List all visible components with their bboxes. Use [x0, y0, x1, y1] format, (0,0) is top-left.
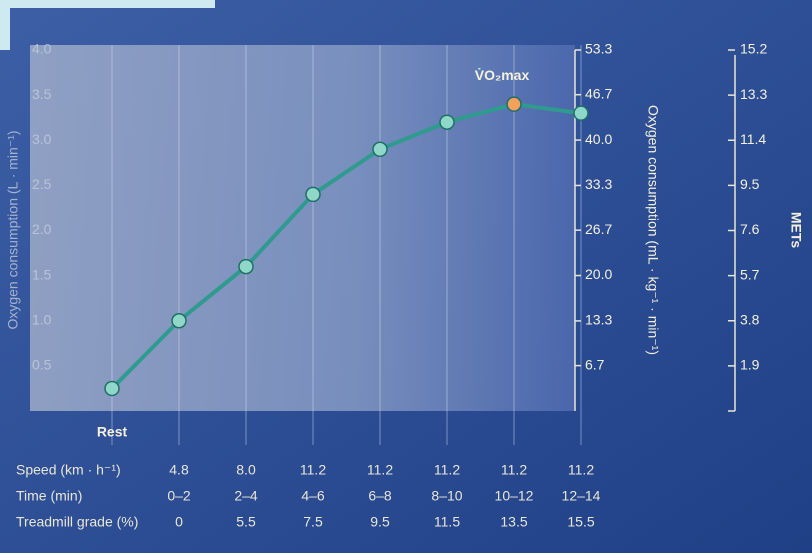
table-cell: 4–6 [301, 488, 325, 504]
table-cell: 7.5 [303, 514, 323, 530]
table-cell: 2–4 [234, 488, 258, 504]
y-tick-label: 2.0 [32, 221, 52, 237]
annotation: V̇O₂max [475, 67, 530, 83]
row-label: Speed (km · h⁻¹) [16, 462, 121, 478]
table-cell: 10–12 [495, 488, 534, 504]
y-tick-label: 1.5 [32, 266, 52, 282]
y2-tick-label: 13.3 [585, 312, 612, 328]
point [238, 258, 254, 275]
y-tick-label: 0.5 [32, 357, 52, 373]
y-tick-label: 1.0 [32, 311, 52, 327]
y-axis-title: Oxygen consumption (L · min⁻¹) [5, 130, 21, 329]
y2-tick-label: 26.7 [585, 221, 612, 237]
y3-tick-label: 15.2 [740, 41, 767, 57]
y3-tick-label: 1.9 [740, 357, 760, 373]
row-label: Treadmill grade (%) [16, 514, 138, 530]
table-cell: 4.8 [169, 462, 189, 478]
point [171, 313, 187, 329]
point [104, 380, 120, 397]
table-cell: 11.2 [568, 462, 594, 478]
table-cell: 11.2 [434, 462, 460, 478]
table-cell: 15.5 [567, 514, 594, 530]
peak-point [506, 96, 522, 112]
y2-tick-label: 46.7 [585, 85, 612, 101]
y2-tick-label: 40.0 [585, 131, 612, 147]
corner-strip [0, 0, 10, 50]
table-cell: 0 [175, 514, 183, 530]
y2-tick-label: 33.3 [585, 176, 612, 192]
y3-axis-title: METs [788, 212, 804, 249]
table-cell: 12–14 [562, 488, 601, 504]
y-tick-label: 3.0 [32, 131, 52, 147]
table-cell: 5.5 [236, 514, 256, 530]
point [305, 186, 321, 203]
table-cell: 11.2 [367, 462, 393, 478]
point [439, 114, 455, 130]
point [372, 141, 388, 158]
y3-tick-label: 11.4 [740, 131, 766, 147]
y2-tick-label: 53.3 [585, 41, 612, 57]
y3-tick-label: 9.5 [740, 176, 760, 192]
table-cell: 11.2 [501, 462, 527, 478]
line [110, 102, 582, 390]
y3-tick-label: 3.8 [740, 311, 760, 327]
y3-tick-label: 7.6 [740, 221, 760, 237]
table-cell: 6–8 [368, 488, 392, 504]
table-cell: 11.5 [434, 514, 460, 530]
y2-axis-title: Oxygen consumption (mL · kg⁻¹ · min⁻¹) [645, 105, 661, 355]
table-cell: 8–10 [431, 488, 462, 504]
table-cell: 0–2 [167, 488, 191, 504]
y-tick-label: 2.5 [32, 176, 52, 192]
corner-strip [0, 0, 215, 8]
table-cell: 8.0 [236, 462, 256, 478]
table-cell: 13.5 [500, 514, 527, 530]
x-tick-label: Rest [97, 424, 128, 440]
y2-tick-label: 20.0 [585, 266, 612, 282]
table-cell: 11.2 [300, 462, 326, 478]
row-label: Time (min) [16, 488, 82, 504]
point [573, 105, 589, 121]
y3-tick-label: 13.3 [740, 86, 767, 102]
y-tick-label: 3.5 [32, 86, 52, 102]
y2-tick-label: 6.7 [585, 356, 605, 372]
plot-area [30, 45, 575, 411]
y-tick-label: 4.0 [32, 41, 52, 57]
table-cell: 9.5 [370, 514, 390, 530]
y3-tick-label: 5.7 [740, 266, 760, 282]
